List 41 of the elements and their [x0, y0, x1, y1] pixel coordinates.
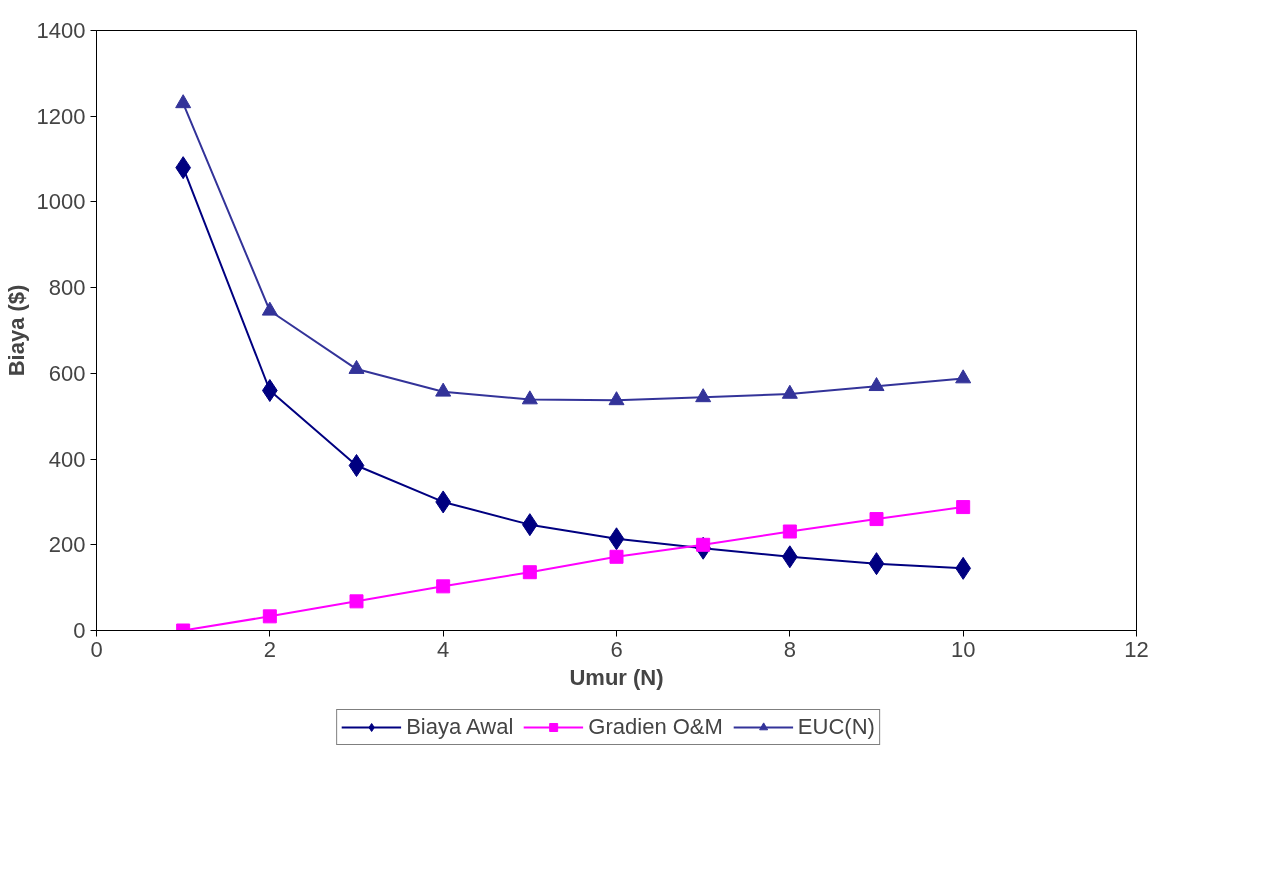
point [782, 524, 797, 539]
point [869, 512, 884, 527]
x-tick-label: 0 [90, 636, 103, 662]
y-tick-label: 1000 [36, 189, 86, 215]
x-tick-label: 8 [783, 636, 796, 662]
point [175, 94, 192, 109]
y-tick-label: 1400 [36, 18, 86, 43]
y-tick-label: 200 [48, 532, 86, 558]
point [955, 369, 972, 384]
point [349, 594, 364, 609]
y-tick-label: 400 [48, 446, 86, 472]
point [262, 609, 277, 624]
x-tick-label: 12 [1124, 636, 1149, 662]
point [261, 301, 278, 316]
point [868, 377, 885, 392]
x-tick-label: 10 [950, 636, 976, 662]
point [695, 388, 712, 403]
x-tick-label: 2 [263, 636, 276, 662]
point [781, 384, 798, 399]
point [868, 552, 885, 576]
y-tick-label: 600 [48, 360, 86, 386]
y-tick-label: 0 [73, 618, 86, 643]
x-tick-label: 6 [610, 636, 623, 662]
y-axis-title: Biaya ($) [3, 284, 29, 377]
x-axis-title: Umur (N) [569, 664, 664, 690]
x-tick-label: 4 [437, 636, 450, 662]
point [522, 565, 537, 580]
legend-label: Gradien O&M [588, 714, 723, 740]
point [435, 382, 452, 397]
legend-label: Biaya Awal [406, 714, 514, 740]
point [348, 454, 365, 477]
point [609, 549, 624, 564]
point [436, 579, 451, 594]
y-tick-label: 800 [48, 275, 86, 301]
point [608, 391, 625, 406]
y-tick-label: 1200 [36, 103, 86, 129]
point [521, 390, 538, 405]
legend-label: EUC(N) [797, 714, 875, 740]
point [956, 500, 971, 515]
point [608, 527, 625, 551]
point [348, 359, 365, 374]
